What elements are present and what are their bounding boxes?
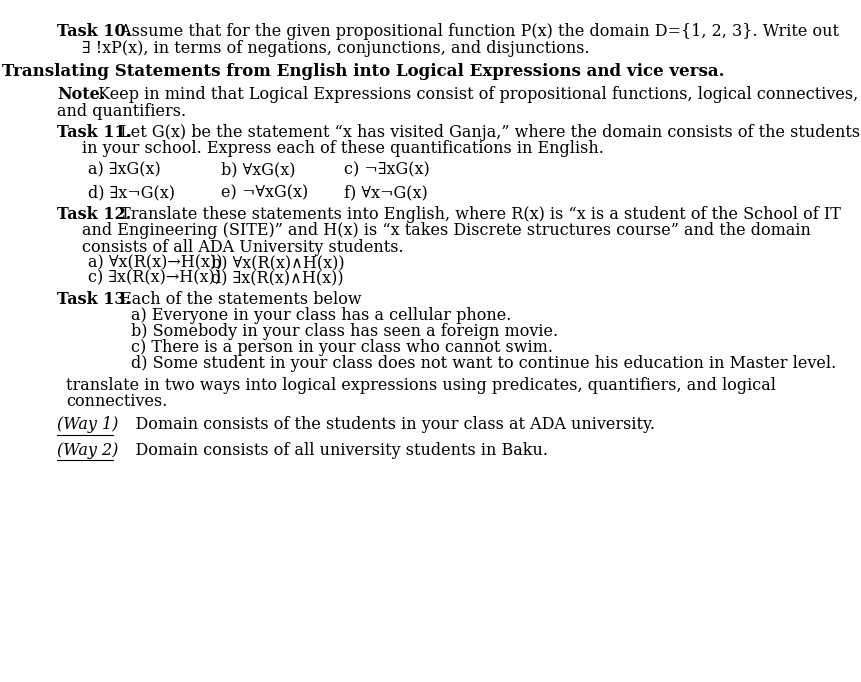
Text: d) Some student in your class does not want to continue his education in Master : d) Some student in your class does not w…: [132, 355, 837, 372]
Text: a) ∃xG(x): a) ∃xG(x): [88, 162, 161, 179]
Text: (Way 2): (Way 2): [57, 442, 118, 459]
Text: Task 11.: Task 11.: [57, 124, 131, 141]
Text: ∃ !xP(x), in terms of negations, conjunctions, and disjunctions.: ∃ !xP(x), in terms of negations, conjunc…: [82, 40, 589, 57]
Text: Note.: Note.: [57, 87, 105, 104]
Text: c) ¬∃xG(x): c) ¬∃xG(x): [344, 162, 430, 179]
Text: c) There is a person in your class who cannot swim.: c) There is a person in your class who c…: [132, 339, 554, 356]
Text: translate in two ways into logical expressions using predicates, quantifiers, an: translate in two ways into logical expre…: [66, 376, 777, 394]
Text: d) ∃x¬G(x): d) ∃x¬G(x): [88, 185, 175, 202]
Text: b) ∀xG(x): b) ∀xG(x): [221, 162, 295, 179]
Text: f) ∀x¬G(x): f) ∀x¬G(x): [344, 185, 428, 202]
Text: Assume that for the given propositional function P(x) the domain D={1, 2, 3}. Wr: Assume that for the given propositional …: [115, 23, 839, 40]
Text: Translating Statements from English into Logical Expressions and vice versa.: Translating Statements from English into…: [3, 63, 725, 80]
Text: Task 12.: Task 12.: [57, 206, 131, 223]
Text: Domain consists of all university students in Baku.: Domain consists of all university studen…: [115, 442, 548, 459]
Text: d) ∃x(R(x)∧H(x)): d) ∃x(R(x)∧H(x)): [211, 269, 344, 286]
Text: (Way 1): (Way 1): [57, 417, 118, 434]
Text: in your school. Express each of these quantifications in English.: in your school. Express each of these qu…: [82, 140, 604, 158]
Text: Task 13.: Task 13.: [57, 291, 131, 308]
Text: a) ∀x(R(x)→H(x)): a) ∀x(R(x)→H(x)): [88, 255, 223, 271]
Text: Each of the statements below: Each of the statements below: [115, 291, 362, 308]
Text: b) Somebody in your class has seen a foreign movie.: b) Somebody in your class has seen a for…: [132, 323, 559, 340]
Text: Keep in mind that Logical Expressions consist of propositional functions, logica: Keep in mind that Logical Expressions co…: [93, 87, 858, 104]
Text: connectives.: connectives.: [66, 393, 168, 410]
Text: and quantifiers.: and quantifiers.: [57, 102, 186, 119]
Text: Translate these statements into English, where R(x) is “x is a student of the Sc: Translate these statements into English,…: [115, 206, 840, 223]
Text: Task 10.: Task 10.: [57, 23, 131, 40]
Text: a) Everyone in your class has a cellular phone.: a) Everyone in your class has a cellular…: [132, 307, 511, 324]
Text: e) ¬∀xG(x): e) ¬∀xG(x): [221, 185, 308, 202]
Text: b) ∀x(R(x)∧H(x)): b) ∀x(R(x)∧H(x)): [211, 255, 344, 271]
Text: c) ∃x(R(x)→H(x)): c) ∃x(R(x)→H(x)): [88, 269, 221, 286]
Text: consists of all ADA University students.: consists of all ADA University students.: [82, 239, 403, 256]
Text: Domain consists of the students in your class at ADA university.: Domain consists of the students in your …: [115, 417, 655, 434]
Text: and Engineering (SITE)” and H(x) is “x takes Discrete structures course” and the: and Engineering (SITE)” and H(x) is “x t…: [82, 222, 810, 239]
Text: Let G(x) be the statement “x has visited Ganja,” where the domain consists of th: Let G(x) be the statement “x has visited…: [115, 124, 860, 141]
